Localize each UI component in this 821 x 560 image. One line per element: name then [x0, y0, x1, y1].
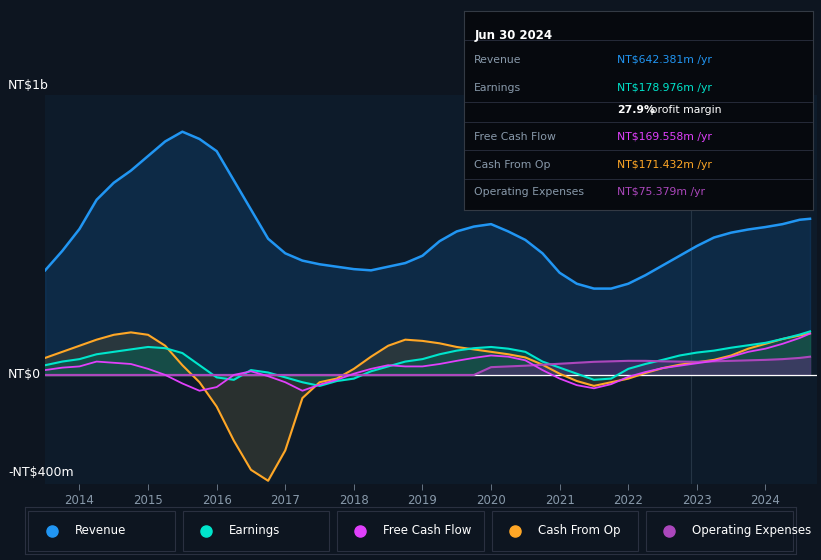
Text: NT$0: NT$0	[8, 368, 41, 381]
Text: Cash From Op: Cash From Op	[538, 524, 621, 537]
Text: NT$171.432m /yr: NT$171.432m /yr	[617, 160, 713, 170]
Text: Free Cash Flow: Free Cash Flow	[383, 524, 472, 537]
Text: NT$1b: NT$1b	[8, 80, 49, 92]
Text: Operating Expenses: Operating Expenses	[475, 187, 585, 197]
Text: Revenue: Revenue	[475, 55, 522, 65]
Text: Earnings: Earnings	[229, 524, 281, 537]
Text: NT$178.976m /yr: NT$178.976m /yr	[617, 83, 713, 93]
Text: -NT$400m: -NT$400m	[8, 466, 74, 479]
Text: Jun 30 2024: Jun 30 2024	[475, 29, 553, 42]
Text: NT$169.558m /yr: NT$169.558m /yr	[617, 132, 713, 142]
Text: 27.9%: 27.9%	[617, 105, 655, 115]
Text: profit margin: profit margin	[647, 105, 722, 115]
Text: Revenue: Revenue	[75, 524, 126, 537]
Text: Free Cash Flow: Free Cash Flow	[475, 132, 556, 142]
Text: NT$75.379m /yr: NT$75.379m /yr	[617, 187, 705, 197]
Text: NT$642.381m /yr: NT$642.381m /yr	[617, 55, 713, 65]
Text: Cash From Op: Cash From Op	[475, 160, 551, 170]
Text: Earnings: Earnings	[475, 83, 521, 93]
Text: Operating Expenses: Operating Expenses	[692, 524, 811, 537]
